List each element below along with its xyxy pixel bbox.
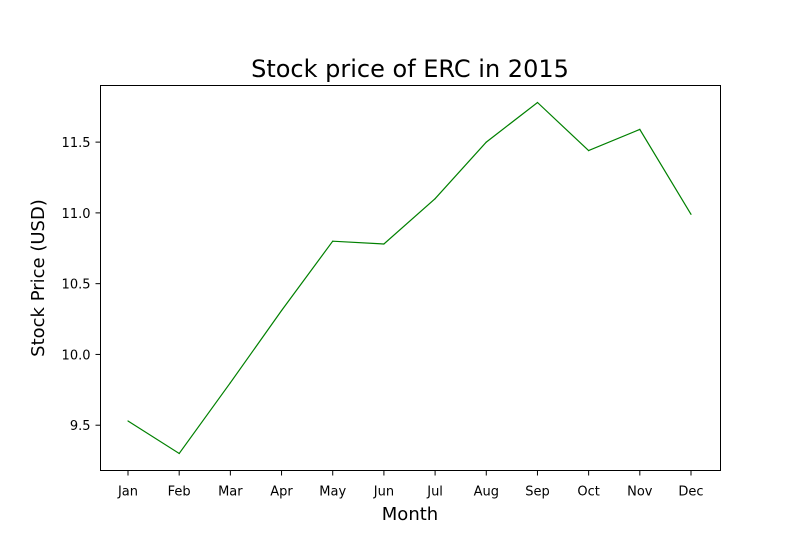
y-tick-label-2: 10.5 [62, 278, 91, 293]
x-axis-label: Month [382, 504, 438, 525]
x-axis: Jan Feb Mar Apr May Jun Jul Aug Sep Oct Nov Dec [117, 470, 704, 500]
data-point-jan [127, 420, 129, 422]
data-point-apr [280, 309, 283, 312]
data-point-jun [383, 243, 385, 245]
data-point-may [332, 240, 334, 242]
data-point-nov [639, 128, 641, 130]
y-tick-label-0: 9.5 [70, 419, 91, 434]
x-tick-label-may: May [319, 485, 346, 500]
chart-title: Stock price of ERC in 2015 [251, 55, 569, 83]
x-tick-label-dec: Dec [678, 485, 703, 500]
y-tick-label-4: 11.5 [62, 136, 91, 151]
x-tick-label-feb: Feb [168, 485, 191, 500]
data-point-sep [536, 101, 539, 104]
data-point-jul [434, 198, 436, 200]
x-tick-label-jul: Jul [426, 485, 443, 500]
x-tick-label-jun: Jun [373, 485, 394, 500]
x-tick-label-apr: Apr [270, 485, 293, 500]
data-point-feb [178, 452, 180, 455]
x-tick-label-mar: Mar [218, 485, 243, 500]
data-point-aug [485, 141, 487, 143]
series-line-0 [127, 101, 692, 455]
x-tick-label-jan: Jan [117, 485, 138, 500]
data-point-mar [229, 382, 231, 384]
data-point-oct [588, 150, 590, 152]
data-point-dec [690, 213, 692, 215]
series-layer [127, 101, 692, 455]
y-tick-label-3: 11.0 [62, 207, 91, 222]
y-axis: 9.5 10.0 10.5 11.0 11.5 [62, 136, 101, 434]
x-tick-label-oct: Oct [577, 485, 599, 500]
plot-frame [100, 85, 721, 471]
y-axis-label: Stock Price (USD) [28, 199, 49, 357]
x-tick-label-aug: Aug [474, 485, 499, 500]
x-tick-label-nov: Nov [627, 485, 653, 500]
y-tick-label-1: 10.0 [62, 348, 91, 363]
x-tick-label-sep: Sep [525, 485, 550, 500]
